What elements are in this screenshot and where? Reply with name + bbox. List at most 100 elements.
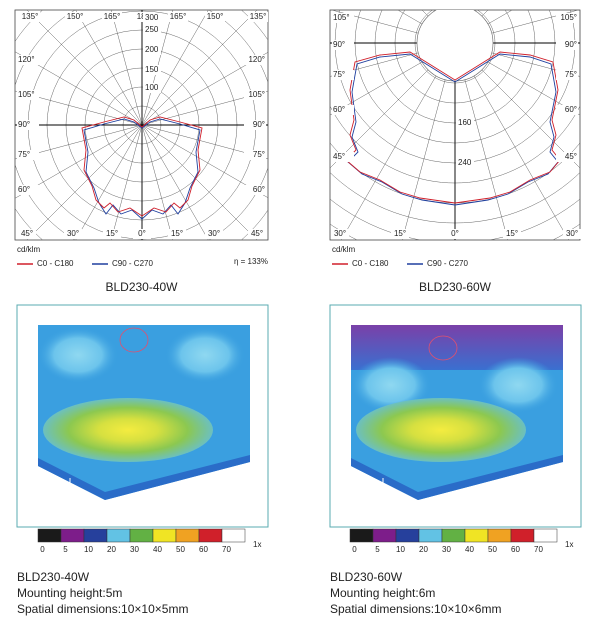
label-bg xyxy=(391,229,409,239)
angle-label: 15° xyxy=(394,229,406,238)
grid-spoke xyxy=(75,10,143,126)
scale-label: 40 xyxy=(465,545,474,554)
angle-label: 30° xyxy=(566,229,578,238)
angle-label: 45° xyxy=(565,152,577,161)
grid-spoke xyxy=(15,124,143,160)
angle-label: 15° xyxy=(106,229,118,238)
scale-swatch xyxy=(441,528,466,543)
scale-swatch xyxy=(533,528,558,543)
scale-label: 0 xyxy=(40,545,45,554)
scale-swatch xyxy=(83,528,108,543)
luminaire xyxy=(119,327,149,353)
luminaire xyxy=(428,335,458,361)
scale-label: 40 xyxy=(153,545,162,554)
label-bg xyxy=(143,25,161,35)
curve-c90 xyxy=(83,118,201,220)
label-bg xyxy=(446,229,464,239)
angle-label: 165° xyxy=(104,12,121,21)
label-bg xyxy=(332,105,354,115)
scale-label: 70 xyxy=(222,545,231,554)
label-bg xyxy=(102,12,122,22)
scale-swatch xyxy=(175,528,200,543)
angle-label: 60° xyxy=(565,105,577,114)
label-bg xyxy=(244,90,266,100)
grid-spoke xyxy=(141,51,268,126)
grid-spoke xyxy=(141,124,268,160)
grid-spoke xyxy=(330,42,456,169)
wall-light xyxy=(478,357,558,413)
angle-label: 60° xyxy=(18,185,30,194)
scale-label: 20 xyxy=(419,545,428,554)
label-bg xyxy=(143,13,161,23)
angle-label: 105° xyxy=(18,90,35,99)
floor-edge xyxy=(351,455,563,500)
floor-light xyxy=(43,398,213,462)
label-bg xyxy=(17,185,39,195)
scale-swatch xyxy=(152,528,177,543)
label-bg xyxy=(18,229,36,239)
legend-label: C0 - C180 xyxy=(352,259,389,268)
label-bg xyxy=(456,158,474,168)
label-bg xyxy=(503,229,521,239)
efficiency: η = 133% xyxy=(234,257,268,266)
label-bg xyxy=(143,83,161,93)
caption: BLD230-60W xyxy=(419,280,492,294)
description-line: BLD230-40W xyxy=(17,570,90,584)
scale-label: 60 xyxy=(511,545,520,554)
label-bg xyxy=(244,150,266,160)
angle-label: 0° xyxy=(138,229,146,238)
label-bg xyxy=(332,152,354,162)
angle-label: 15° xyxy=(171,229,183,238)
label-bg xyxy=(20,12,40,22)
angle-label: 45° xyxy=(333,152,345,161)
unit-label: cd/klm xyxy=(332,245,355,254)
wall-light xyxy=(38,327,118,383)
wall-light xyxy=(165,327,245,383)
label-bg xyxy=(244,55,266,65)
angle-label: 30° xyxy=(208,229,220,238)
label-bg xyxy=(17,150,39,160)
angle-label: 45° xyxy=(251,229,263,238)
grid-spoke xyxy=(15,51,143,126)
label-bg xyxy=(556,40,578,50)
floor-light xyxy=(356,398,526,462)
angle-label: 90° xyxy=(333,40,345,49)
inner-circle xyxy=(416,10,494,82)
radial-label: 100 xyxy=(145,83,159,92)
scale-label: 5 xyxy=(63,545,68,554)
scale-swatch xyxy=(349,528,374,543)
scale-swatch xyxy=(106,528,131,543)
scale-label: 60 xyxy=(199,545,208,554)
wall-light xyxy=(351,357,431,413)
label-bg xyxy=(244,120,266,130)
scale-swatch xyxy=(395,528,420,543)
label-bg xyxy=(103,229,121,239)
scale-swatch xyxy=(372,528,397,543)
grid-spoke xyxy=(141,90,268,126)
label-bg xyxy=(332,40,354,50)
label-bg xyxy=(248,12,268,22)
label-bg xyxy=(168,12,188,22)
radial-label: 160 xyxy=(458,118,472,127)
curve-c0 xyxy=(81,116,203,217)
angle-label: 60° xyxy=(253,185,265,194)
grid-spoke xyxy=(141,124,268,199)
scale-swatch xyxy=(487,528,512,543)
grid-spoke xyxy=(141,10,209,126)
radial-label: 240 xyxy=(458,158,472,167)
legend-label: C90 - C270 xyxy=(112,259,153,268)
legend-label: C0 - C180 xyxy=(37,259,74,268)
angle-label: 45° xyxy=(21,229,33,238)
grid-spoke xyxy=(330,42,456,77)
angle-label: 75° xyxy=(253,150,265,159)
scale-swatch xyxy=(464,528,489,543)
grid-spoke xyxy=(15,90,143,126)
angle-label: 150° xyxy=(67,12,84,21)
scale-swatch xyxy=(129,528,154,543)
caption: BLD230-40W xyxy=(105,280,178,294)
label-bg xyxy=(556,105,578,115)
grid-spoke xyxy=(110,124,143,240)
scale-swatch xyxy=(198,528,223,543)
